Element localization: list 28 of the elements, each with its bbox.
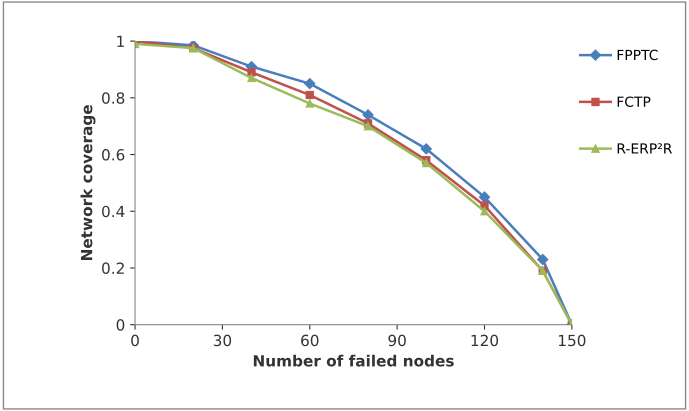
y-tick-label: 0.6 — [102, 149, 124, 161]
x-tick-label: 150 — [558, 334, 586, 346]
x-tick-label: 120 — [472, 334, 498, 346]
x-tick-label: 90 — [388, 334, 406, 346]
x-tick-label: 60 — [301, 334, 318, 346]
x-tick-label: 30 — [214, 334, 232, 346]
point — [422, 158, 430, 168]
point — [247, 74, 256, 82]
point — [306, 99, 314, 108]
point — [306, 90, 314, 100]
y-tick-label: 0.2 — [102, 262, 124, 274]
point — [480, 207, 489, 216]
x-tick-label: 0 — [131, 334, 139, 346]
y-tick-label: 0 — [116, 319, 124, 331]
y-tick-label: 0.8 — [102, 92, 124, 104]
legend-label: FCTP — [618, 96, 650, 107]
point — [537, 254, 548, 266]
point — [362, 109, 374, 120]
x-axis-title: Number of failed nodes — [254, 354, 454, 367]
y-axis-title: Network coverage — [80, 105, 96, 260]
legend-label: R-ERP²R — [618, 143, 672, 154]
point — [478, 191, 490, 203]
point — [364, 122, 372, 130]
legend-label: FPPTC — [618, 50, 658, 60]
y-tick-label: 0.4 — [102, 206, 124, 218]
y-tick-label: 1 — [117, 36, 124, 47]
point — [420, 143, 432, 154]
point — [304, 78, 316, 90]
